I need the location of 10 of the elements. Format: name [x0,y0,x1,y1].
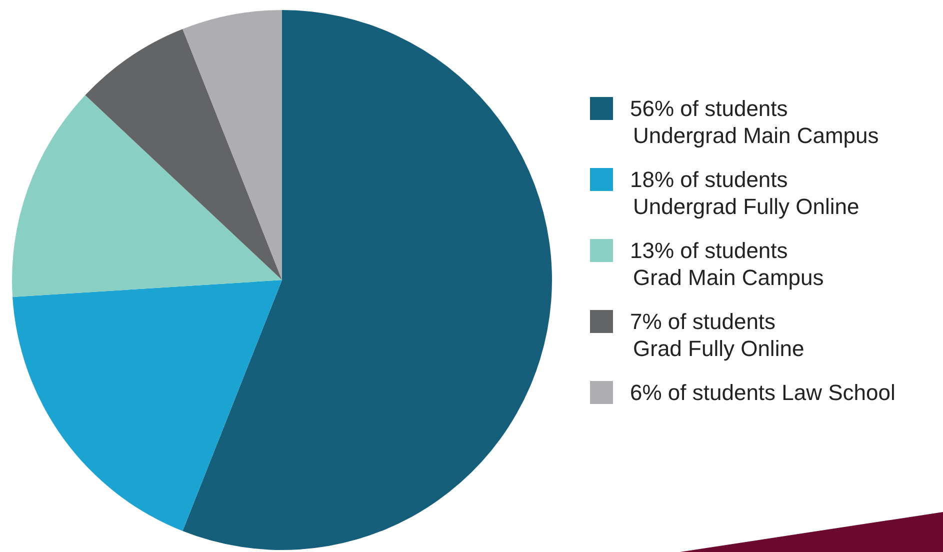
pie-slice [85,28,282,280]
pie-slice [12,280,282,532]
pie-slice [182,10,282,280]
legend-label: 18% of students Undergrad Fully Online [630,167,860,219]
legend-label: 56% of students Undergrad Main Campus [630,96,879,148]
pie-slice [12,95,282,297]
legend-label: 6% of students Law School [630,380,896,405]
pie-slice [182,10,552,550]
legend-label: 13% of students Grad Main Campus [630,238,824,290]
legend-label: 7% of students Grad Fully Online [630,309,804,361]
